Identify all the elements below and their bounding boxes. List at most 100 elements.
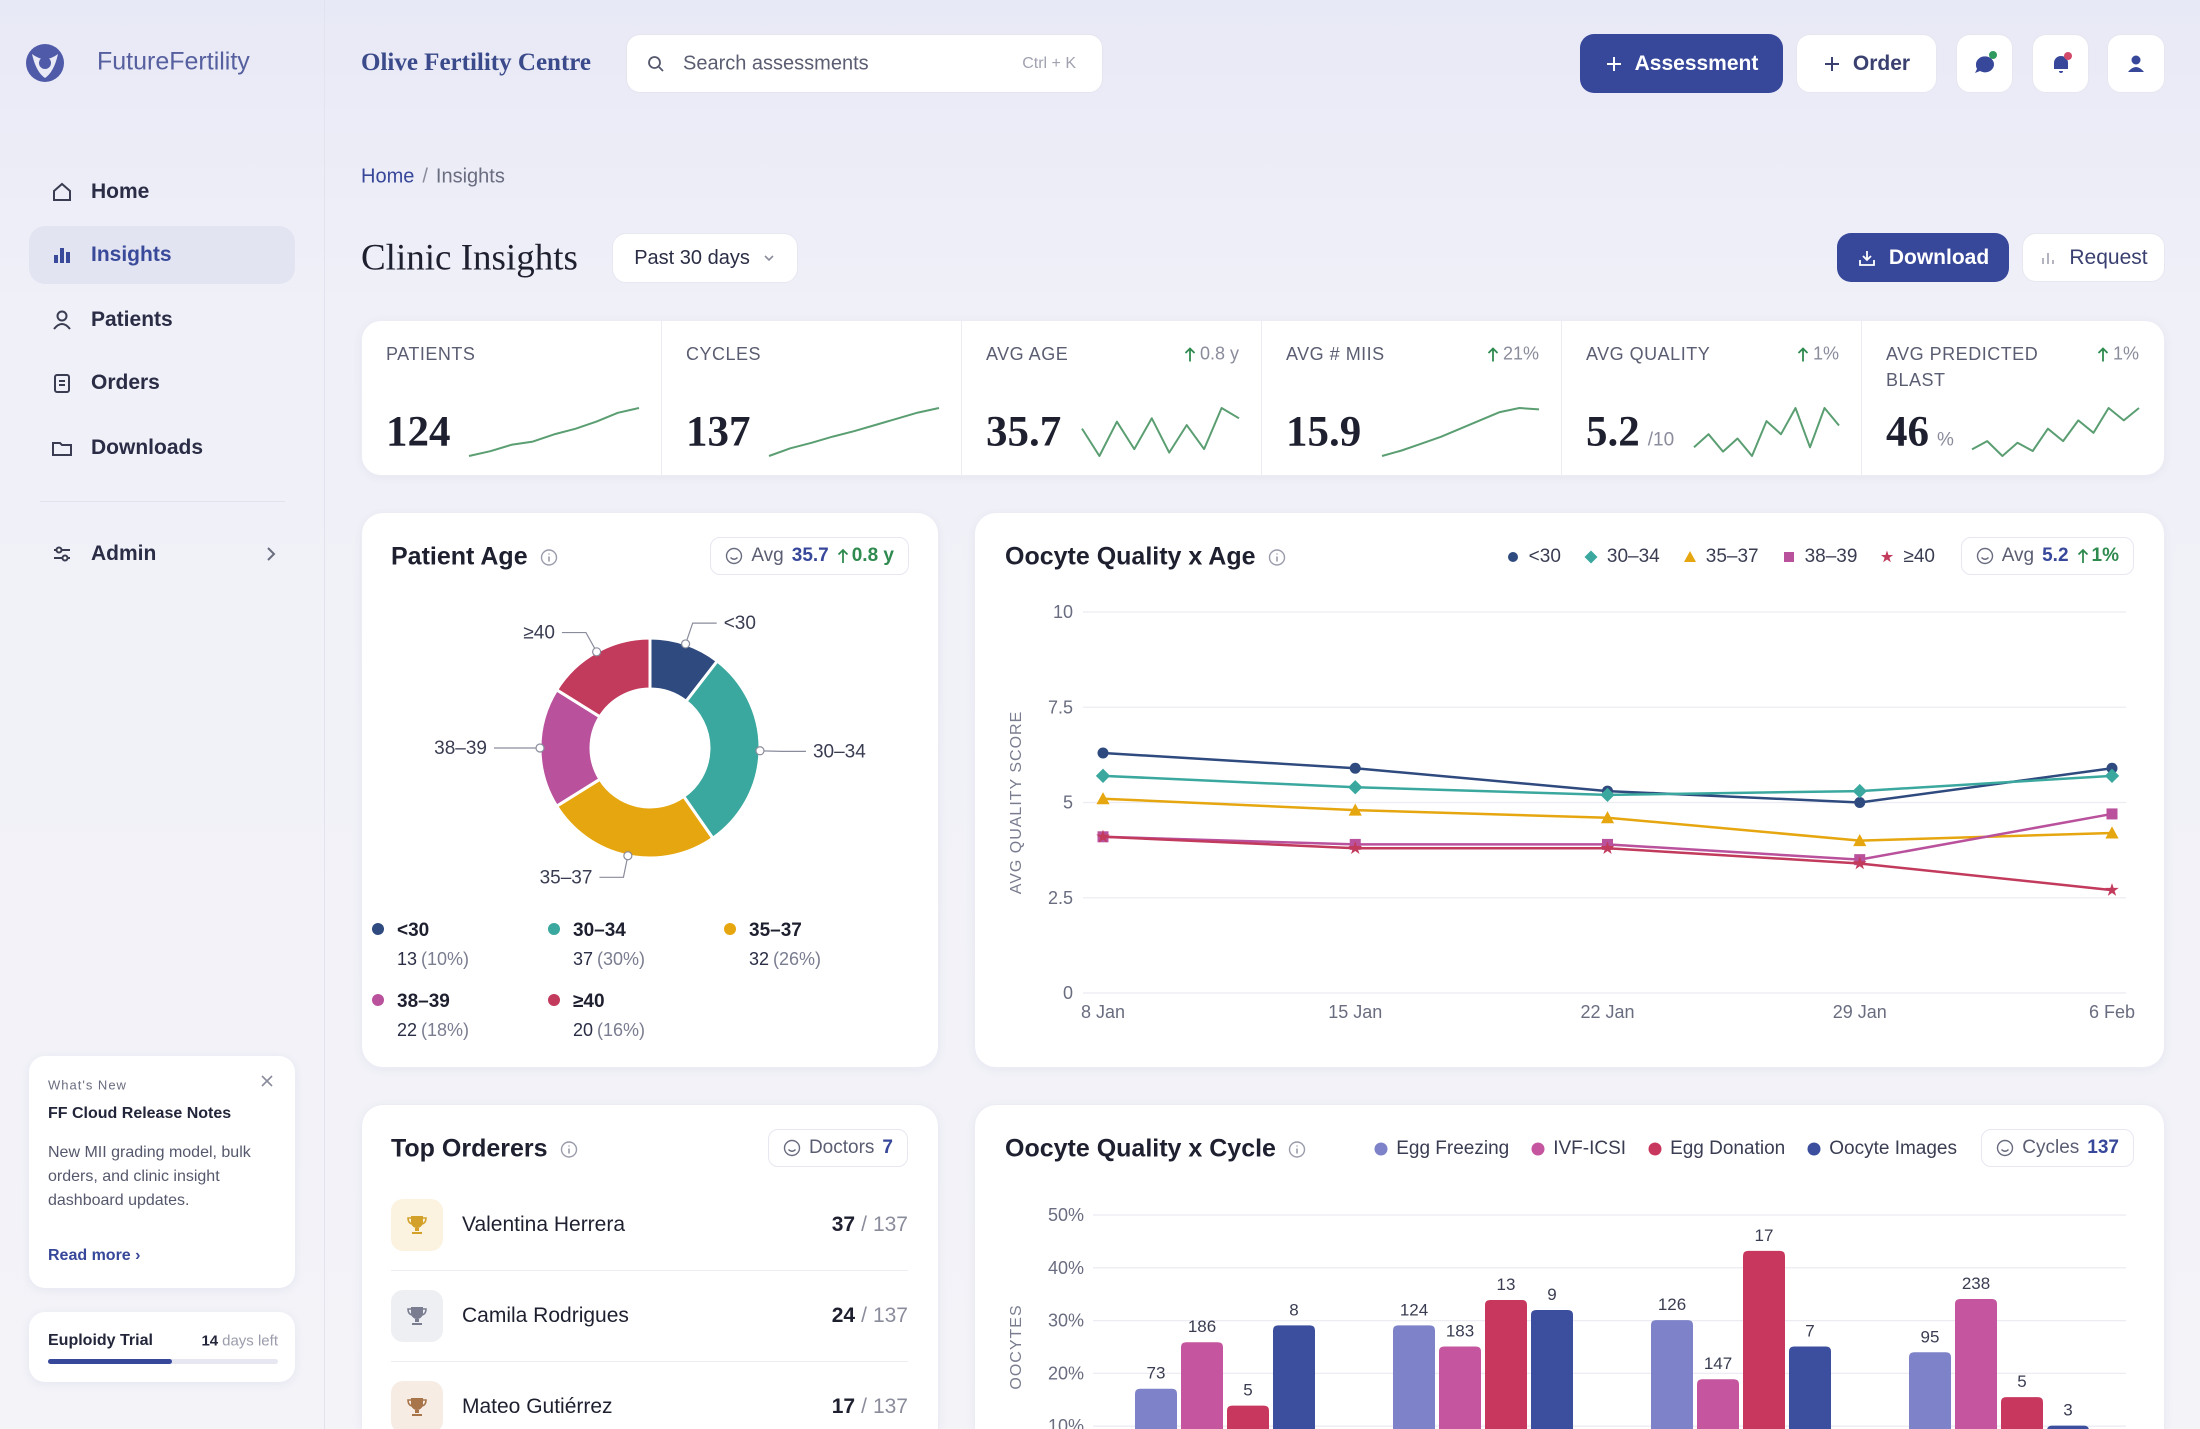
trophy-cup (411, 1398, 423, 1416)
y-tick-label: 20% (1048, 1363, 1084, 1383)
legend-label: <30 (1528, 546, 1561, 567)
point-marker (1600, 841, 1615, 854)
clinic-name: Olive Fertility Centre (361, 49, 592, 76)
plus-icon (1606, 56, 1621, 71)
smile-icon (783, 1139, 801, 1157)
nav-home[interactable]: Home (29, 163, 295, 221)
callout-dot (755, 746, 765, 756)
nav-insights[interactable]: Insights (29, 226, 295, 284)
nav-downloads[interactable]: Downloads (29, 419, 295, 477)
trial-name: Euploidy Trial (48, 1332, 153, 1349)
kpi-number: 35.7 (986, 408, 1062, 456)
callout-line (685, 622, 717, 645)
icon-part (53, 182, 71, 201)
trophy-handles (407, 1217, 427, 1225)
trial-progress (48, 1359, 173, 1364)
point-marker (2105, 826, 2119, 839)
range-label: Past 30 days (634, 246, 750, 269)
chevron-down (764, 255, 774, 262)
read-more-link[interactable]: Read more › (48, 1247, 141, 1264)
legend-share: (16%) (597, 1020, 645, 1040)
bar-count-label: 73 (1147, 1364, 1166, 1383)
info-icon (540, 548, 557, 566)
profile-button[interactable] (2107, 34, 2165, 93)
icon (54, 374, 70, 393)
sparkline (1971, 407, 2140, 457)
chat-button[interactable] (1956, 34, 2013, 93)
legend-label: IVF-ICSI (1553, 1138, 1627, 1159)
brand-logo-part (39, 57, 51, 69)
legend-count: 32 (749, 949, 769, 969)
rank-icon (391, 1290, 443, 1342)
nav-orders[interactable]: Orders (29, 354, 295, 412)
bar-count-label: 126 (1658, 1295, 1686, 1314)
search-box[interactable]: Search assessments Ctrl + K (626, 34, 1103, 93)
point-marker (1096, 792, 1110, 805)
kpi-divider (961, 320, 962, 476)
assessment-button[interactable]: Assessment (1580, 34, 1783, 93)
badge-change-value: 1% (2091, 545, 2119, 566)
icon (54, 248, 70, 263)
notifications-button[interactable] (2032, 34, 2089, 93)
panel-title-text: Top Orderers (391, 1134, 548, 1163)
y-tick-label: 10 (1053, 602, 1073, 622)
range-dropdown[interactable]: Past 30 days (612, 233, 798, 283)
legend-marker-shape (1881, 550, 1894, 563)
bar-count-label: 238 (1962, 1274, 1990, 1293)
chevron-right (267, 547, 276, 561)
breadcrumb-home[interactable]: Home (361, 165, 415, 188)
plus-icon (1824, 56, 1839, 71)
button-label: Order (1852, 51, 1911, 75)
panel-title: Oocyte Quality x Age (1005, 543, 1286, 572)
bar-count-label: 95 (1921, 1327, 1940, 1346)
point-marker (1096, 829, 1110, 843)
download-icon (1858, 250, 1875, 266)
kpi-label: AVG AGE (986, 344, 1069, 364)
legend-marker-shape (1783, 552, 1794, 562)
nav-admin[interactable]: Admin (29, 525, 295, 583)
trial-days: 14 days left (201, 1333, 278, 1350)
point-marker (1348, 803, 1362, 816)
bar-count-label: 147 (1704, 1354, 1732, 1373)
point-marker (2104, 768, 2120, 783)
info-ring (1288, 1140, 1306, 1158)
badge: Avg 5.2 1% (1960, 537, 2134, 575)
badge-change: 1% (2077, 545, 2119, 567)
y-tick-label: 2.5 (1048, 888, 1073, 908)
legend-marker (1683, 551, 1696, 562)
breadcrumb-separator: / (422, 165, 428, 188)
y-tick-label: 50% (1048, 1205, 1084, 1225)
legend-marker (1531, 1142, 1545, 1156)
arrow-shape (1487, 346, 1499, 361)
kpi-value: 35.7 (986, 408, 1061, 457)
badge-change-value: 0.8 y (851, 545, 894, 566)
bar (1273, 1325, 1315, 1429)
count-total: 137 (872, 1395, 908, 1418)
request-button[interactable]: Request (2022, 233, 2165, 282)
nav-label: Home (91, 180, 150, 203)
legend-marker-shape (1584, 550, 1598, 564)
nav-patients[interactable]: Patients (29, 291, 295, 349)
user-icon-part (2131, 55, 2141, 64)
trophy-cup (411, 1307, 423, 1325)
order-button[interactable]: Order (1796, 34, 1937, 93)
legend-marker (1507, 552, 1518, 562)
bar (1439, 1346, 1481, 1429)
request-icon-part (2042, 252, 2055, 264)
smile-mouth (1980, 556, 1989, 560)
bar-count-label: 7 (1805, 1321, 1814, 1340)
orderer-name: Camila Rodrigues (462, 1304, 629, 1327)
row-divider (391, 1361, 908, 1362)
download-button[interactable]: Download (1837, 233, 2009, 282)
badge-value: 137 (2087, 1137, 2119, 1158)
kpi-label: AVG QUALITY (1586, 344, 1711, 364)
trophy-handles (407, 1308, 427, 1316)
button-label: Download (1888, 245, 1990, 269)
icon-part (61, 554, 69, 562)
kpi-value: 5.2/10 (1586, 408, 1674, 457)
smile-mouth (2001, 1148, 2010, 1152)
kpi-divider (1861, 320, 1862, 476)
trial-card: Euploidy Trial 14 days left (29, 1312, 295, 1382)
close-button[interactable] (259, 1073, 275, 1089)
x-tick-label: 22 Jan (1580, 1002, 1634, 1022)
